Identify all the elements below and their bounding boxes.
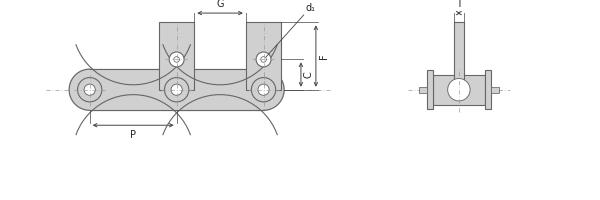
Bar [491, 87, 499, 93]
Bar [246, 22, 281, 90]
Polygon shape [156, 69, 197, 110]
Text: T: T [456, 0, 462, 9]
Circle shape [169, 52, 184, 67]
Circle shape [174, 57, 179, 62]
Bar [419, 87, 427, 93]
Text: C: C [304, 71, 314, 78]
Circle shape [77, 78, 102, 102]
Circle shape [84, 84, 95, 95]
Circle shape [258, 84, 269, 95]
Bar [159, 22, 194, 90]
Circle shape [164, 78, 189, 102]
Circle shape [256, 52, 271, 67]
Circle shape [171, 84, 182, 95]
Polygon shape [243, 69, 284, 110]
Bar [427, 70, 433, 109]
Circle shape [251, 78, 276, 102]
Text: G: G [217, 0, 224, 9]
Bar [433, 75, 485, 105]
Circle shape [448, 79, 470, 101]
Text: d₁: d₁ [305, 3, 316, 13]
Bar [485, 70, 491, 109]
Text: F: F [319, 53, 329, 59]
Circle shape [261, 57, 266, 62]
Polygon shape [69, 69, 110, 110]
Bar [454, 22, 464, 90]
Text: P: P [130, 130, 136, 140]
